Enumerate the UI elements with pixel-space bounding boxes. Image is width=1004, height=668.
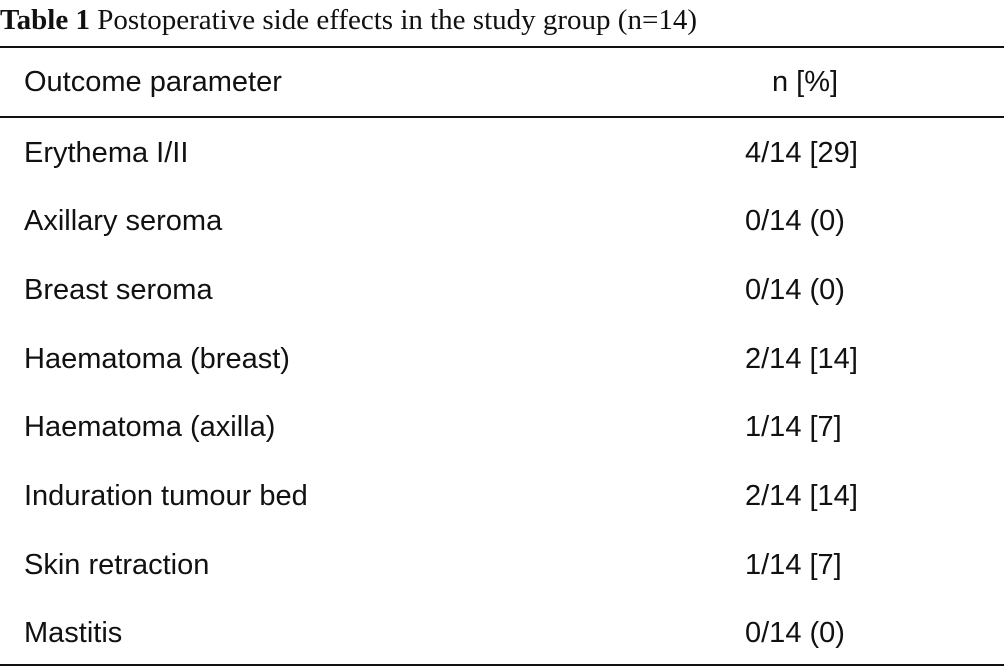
row-label-skin-retraction: Skin retraction xyxy=(24,549,210,581)
row-label-axillary-seroma: Axillary seroma xyxy=(24,205,223,237)
row-value-mastitis: 0/14 (0) xyxy=(745,617,845,649)
table-caption: Table 1 Postoperative side effects in th… xyxy=(0,0,697,44)
row-value-breast-seroma: 0/14 (0) xyxy=(745,274,845,306)
table-header-rule xyxy=(0,116,1004,118)
row-value-induration-tumour-bed: 2/14 [14] xyxy=(745,480,858,512)
row-value-erythema: 4/14 [29] xyxy=(745,137,858,169)
row-value-skin-retraction: 1/14 [7] xyxy=(745,549,842,581)
row-label-haematoma-breast: Haematoma (breast) xyxy=(24,343,290,375)
row-label-induration-tumour-bed: Induration tumour bed xyxy=(24,480,308,512)
row-label-erythema: Erythema I/II xyxy=(24,137,189,169)
table-top-rule xyxy=(0,46,1004,48)
column-header-n-percent: n [%] xyxy=(772,66,839,98)
row-label-mastitis: Mastitis xyxy=(24,617,123,649)
row-value-axillary-seroma: 0/14 (0) xyxy=(745,205,845,237)
row-label-haematoma-axilla: Haematoma (axilla) xyxy=(24,411,276,443)
table-bottom-rule xyxy=(0,664,1004,666)
table-caption-label: Table 1 xyxy=(0,4,90,36)
row-value-haematoma-axilla: 1/14 [7] xyxy=(745,411,842,443)
row-value-haematoma-breast: 2/14 [14] xyxy=(745,343,858,375)
table-caption-text: Postoperative side effects in the study … xyxy=(97,4,697,36)
column-header-outcome-parameter: Outcome parameter xyxy=(24,66,282,98)
row-label-breast-seroma: Breast seroma xyxy=(24,274,213,306)
